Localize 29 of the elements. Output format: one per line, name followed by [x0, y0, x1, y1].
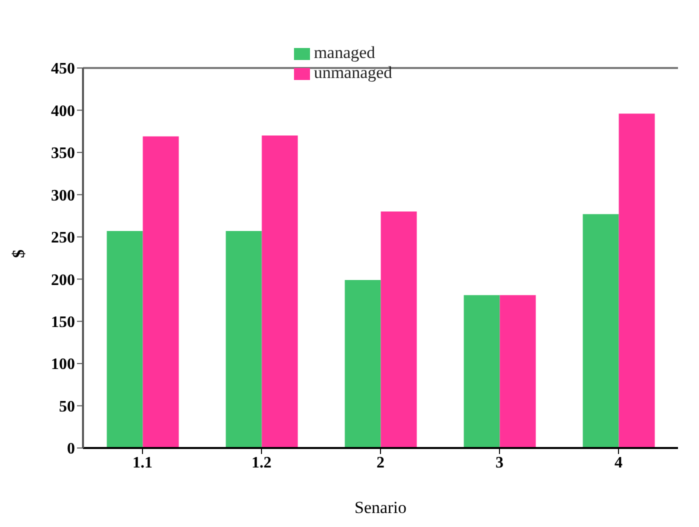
- y-tick-label: 100: [51, 356, 75, 374]
- y-axis-title: $: [9, 249, 28, 258]
- y-tick-label: 450: [51, 60, 75, 78]
- y-tick-label: 400: [51, 102, 75, 120]
- y-tick-label: 200: [51, 272, 75, 289]
- y-tick-label: 300: [51, 187, 75, 204]
- x-axis-title: Senario: [354, 498, 406, 517]
- bar: [106, 230, 143, 448]
- x-tick-label: 1.1: [132, 454, 152, 472]
- bar: [142, 136, 179, 448]
- bar: [344, 280, 381, 448]
- bar: [582, 214, 619, 448]
- legend-label: managed: [314, 43, 376, 62]
- bar: [464, 295, 500, 448]
- x-tick-label: 1.2: [252, 454, 272, 472]
- x-tick-label: 4: [614, 454, 622, 472]
- y-tick-label: 150: [51, 314, 75, 332]
- bar: [500, 295, 536, 448]
- x-tick-label: 3: [496, 454, 504, 472]
- bar: [226, 230, 262, 448]
- bar: [262, 136, 298, 448]
- legend-label: unmanaged: [314, 63, 392, 82]
- bar: [618, 114, 655, 448]
- y-tick-label: 0: [67, 440, 75, 458]
- y-tick-label: 350: [51, 145, 75, 162]
- y-tick-label: 250: [51, 230, 75, 247]
- y-tick-label: 50: [59, 398, 75, 416]
- x-tick-label: 2: [376, 454, 384, 472]
- bar: [380, 212, 417, 448]
